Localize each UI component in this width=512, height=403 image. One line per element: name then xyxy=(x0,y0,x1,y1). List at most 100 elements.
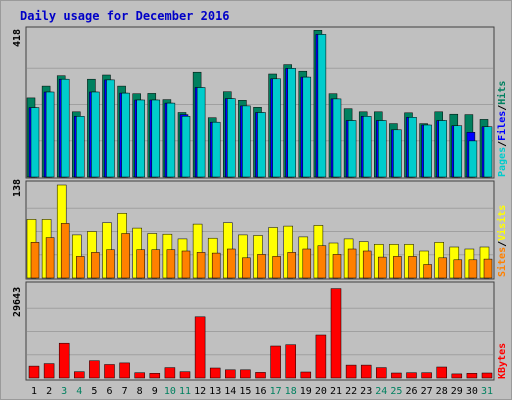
visits-panel-ymax-label: 138 xyxy=(12,179,23,197)
legend-sites: Sites xyxy=(496,247,508,277)
kbytes-bar xyxy=(194,316,206,379)
day-label: 18 xyxy=(285,386,297,397)
kbytes-bar xyxy=(406,372,417,379)
pages-bar xyxy=(423,124,432,178)
svg-text:Pages/Files/Hits: Pages/Files/Hits xyxy=(496,81,508,177)
day-label: 16 xyxy=(254,386,266,397)
visits-panel-bars xyxy=(26,184,493,279)
kbytes-panel-bars xyxy=(28,288,493,379)
pages-bar xyxy=(211,121,221,178)
kbytes-bar xyxy=(270,345,281,379)
sites-bar xyxy=(76,256,85,279)
pages-bar xyxy=(483,126,493,178)
kbytes-bar xyxy=(421,372,432,379)
sites-bar xyxy=(121,233,130,279)
day-label: 4 xyxy=(76,386,82,397)
kbytes-bar xyxy=(134,372,145,379)
kbytes-bar xyxy=(164,367,176,379)
sites-bar xyxy=(378,256,387,279)
kbytes-bar xyxy=(179,371,191,379)
sites-bar xyxy=(136,249,145,279)
kbytes-bar xyxy=(58,342,70,379)
hits-panel-bars xyxy=(26,30,493,178)
sites-bar xyxy=(30,242,40,279)
day-labels: 1 2 3 4 5 6 7 8 9 10 11 12 13 14 15 16 17 18 19 20 21 22 23 24 2… xyxy=(31,386,493,397)
day-label: 29 xyxy=(451,386,463,397)
pages-bar xyxy=(106,79,115,178)
legend-kbytes: KBytes xyxy=(497,343,508,379)
pages-bar xyxy=(227,98,236,178)
sites-bar xyxy=(91,252,100,279)
day-label: 9 xyxy=(152,386,158,397)
sites-bar xyxy=(272,256,281,279)
pages-bar xyxy=(242,105,251,178)
day-label: 5 xyxy=(91,386,97,397)
day-label: 17 xyxy=(270,386,282,397)
pages-bar xyxy=(121,92,130,178)
sites-bar xyxy=(181,250,191,279)
sites-bar xyxy=(45,237,55,279)
pages-bar xyxy=(151,99,161,178)
kbytes-bar xyxy=(240,369,251,379)
day-label: 31 xyxy=(481,386,493,397)
kbytes-bar xyxy=(119,362,130,379)
hits-panel-ymax-label: 418 xyxy=(12,29,23,47)
legend-visits: Visits xyxy=(496,205,508,241)
kbytes-bar xyxy=(300,371,312,379)
sites-bar xyxy=(393,256,402,279)
kbytes-bar xyxy=(28,365,40,379)
pages-bar xyxy=(287,68,296,178)
sites-bar xyxy=(211,252,221,279)
pages-bar xyxy=(272,78,281,178)
day-label: 20 xyxy=(315,386,327,397)
kbytes-bar xyxy=(209,367,221,379)
sites-bar xyxy=(60,223,70,279)
pages-bar xyxy=(45,91,55,178)
legend-hits: Hits xyxy=(496,81,508,105)
day-label: 10 xyxy=(164,386,176,397)
day-label: 26 xyxy=(405,386,417,397)
sites-bar xyxy=(106,249,115,279)
sites-bar xyxy=(302,248,312,279)
day-label: 14 xyxy=(224,386,236,397)
day-label: 7 xyxy=(122,386,128,397)
sites-bar xyxy=(287,252,296,279)
kbytes-bar xyxy=(360,364,372,379)
pages-bar xyxy=(136,99,145,178)
pages-bar xyxy=(332,98,342,178)
kbytes-bar xyxy=(376,367,387,379)
kbytes-bar xyxy=(466,373,478,379)
pages-bar xyxy=(362,116,372,178)
pages-bar xyxy=(317,34,327,178)
kbytes-bar xyxy=(74,371,85,379)
kbytes-bar xyxy=(391,372,402,379)
sites-bar xyxy=(257,254,266,279)
kbytes-bar xyxy=(149,373,161,379)
kbytes-bar xyxy=(436,366,447,379)
day-label: 30 xyxy=(466,386,478,397)
day-label: 2 xyxy=(46,386,52,397)
pages-bar xyxy=(453,125,463,178)
kbytes-panel-legend: KBytes xyxy=(497,343,508,379)
hits-panel-legend: Pages/Files/Hits xyxy=(496,81,508,177)
day-label: 8 xyxy=(137,386,143,397)
svg-text:Sites/Visits: Sites/Visits xyxy=(496,205,508,277)
kbytes-bar xyxy=(285,344,296,379)
pages-bar xyxy=(76,116,85,178)
pages-bar xyxy=(30,107,40,178)
kbytes-panel-grid xyxy=(27,307,493,356)
legend-pages: Pages xyxy=(497,147,508,177)
pages-bar xyxy=(468,140,478,178)
sites-bar xyxy=(317,245,327,279)
kbytes-panel-ymax-label: 29643 xyxy=(12,287,23,317)
day-label: 6 xyxy=(106,386,112,397)
sites-bar xyxy=(408,256,417,279)
kbytes-bar xyxy=(255,372,266,379)
pages-bar xyxy=(257,112,266,178)
day-label: 23 xyxy=(360,386,372,397)
day-label: 27 xyxy=(421,386,433,397)
sites-bar xyxy=(423,264,432,279)
pages-bar xyxy=(196,87,206,178)
